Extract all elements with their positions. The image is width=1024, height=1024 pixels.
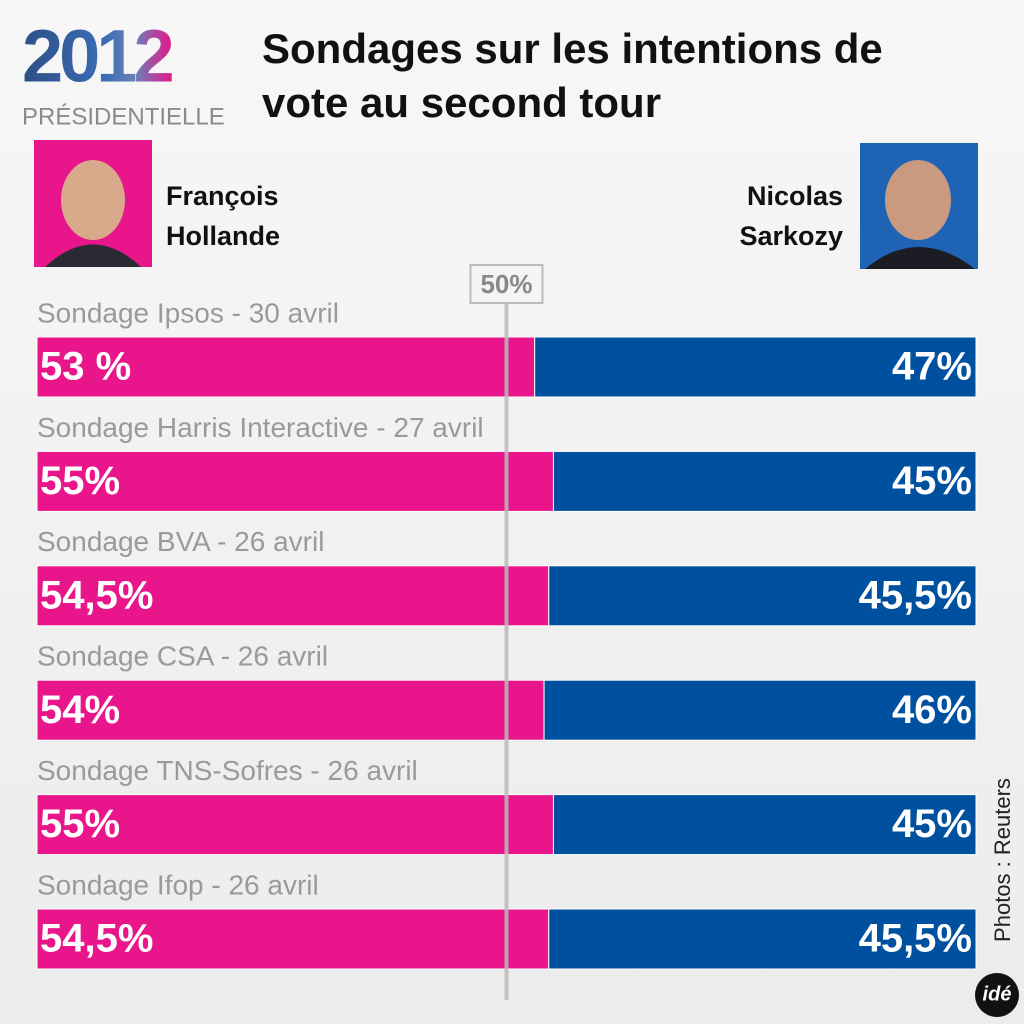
bar-segment — [552, 794, 977, 856]
photo-face — [885, 160, 951, 240]
value-label: 45% — [892, 802, 972, 846]
reference-label-box — [469, 264, 544, 304]
bar-segment — [36, 679, 545, 741]
category-label: Sondage CSA - 26 avril — [37, 641, 328, 672]
legend-entry: Nicolas Sarkozy — [739, 181, 843, 251]
value-label: 54,5% — [40, 917, 153, 961]
category-label: Sondage BVA - 26 avril — [37, 526, 324, 557]
credit: Photos : Reuters — [990, 778, 1015, 942]
value-label: 54,5% — [40, 573, 153, 617]
logo-label: PRÉSIDENTIELLE — [22, 103, 225, 130]
category-label: Sondage Ifop - 26 avril — [37, 869, 319, 900]
bar-segment — [543, 679, 977, 741]
value-label: 55% — [40, 802, 120, 846]
bar-segment — [552, 450, 977, 512]
bar-segment — [548, 565, 977, 627]
brand-badge — [975, 973, 1019, 1017]
logo-year: 2012 — [22, 15, 172, 98]
value-label: 53 % — [40, 345, 131, 389]
value-label: 47% — [892, 345, 972, 389]
value-label: 46% — [892, 688, 972, 732]
legend-entry: François Hollande — [166, 181, 281, 251]
reference-label: 50% — [480, 269, 532, 299]
value-label: 55% — [40, 459, 120, 503]
value-label: 54% — [40, 688, 120, 732]
category-label: Sondage TNS-Sofres - 26 avril — [37, 755, 418, 786]
value-label: 45,5% — [859, 573, 972, 617]
bar-segment — [548, 908, 977, 970]
bar-segment — [36, 794, 554, 856]
bar-segment — [36, 565, 550, 627]
photo-suit — [865, 247, 975, 269]
photo-suit — [45, 244, 141, 267]
title: Sondages sur les intentions de vote au s… — [262, 25, 883, 126]
photo-face — [61, 160, 125, 240]
bar-segment — [36, 908, 550, 970]
category-label: Sondage Ipsos - 30 avril — [37, 297, 339, 328]
value-label: 45% — [892, 459, 972, 503]
value-label: 45,5% — [859, 917, 972, 961]
brand: idé — [983, 983, 1012, 1005]
bar-segment — [534, 336, 977, 398]
bar-segment — [36, 450, 554, 512]
category-label: Sondage Harris Interactive - 27 avril — [37, 412, 484, 443]
